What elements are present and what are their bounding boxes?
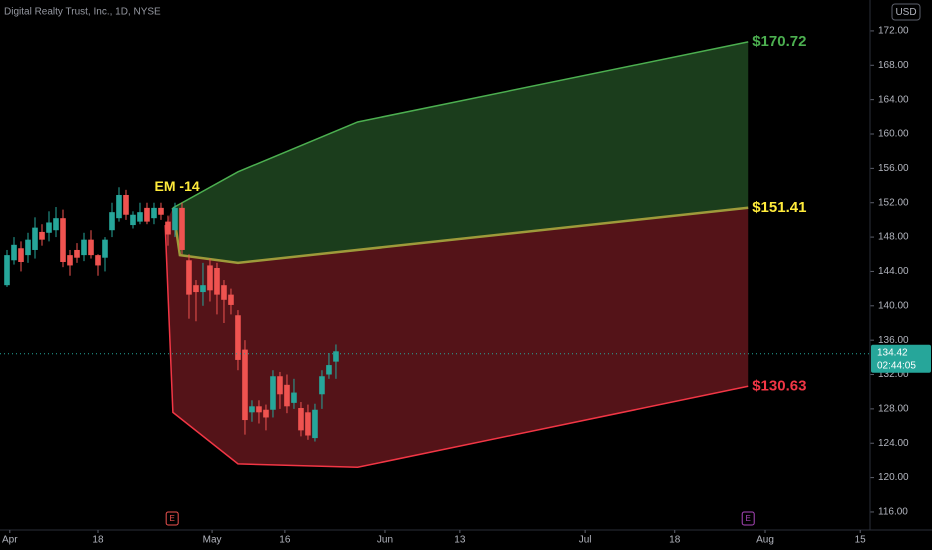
candle-body	[235, 315, 241, 360]
candle-body	[46, 222, 52, 233]
upper-band-fill	[172, 41, 749, 263]
x-tick-label: Jul	[579, 535, 592, 546]
candle-body	[291, 392, 297, 403]
lower-band-fill	[165, 207, 749, 468]
candle-body	[102, 239, 108, 258]
y-tick-label: 116.00	[878, 507, 908, 518]
y-tick-label: 144.00	[878, 266, 909, 277]
candle-body	[333, 351, 339, 362]
y-tick-label: 160.00	[878, 129, 909, 140]
y-tick-label: 132.00	[878, 369, 909, 380]
candle-body	[186, 260, 192, 295]
candle-body	[193, 285, 199, 293]
candle-body	[172, 207, 178, 231]
band-line	[172, 41, 749, 209]
candle-body	[319, 376, 325, 395]
y-tick-label: 168.00	[878, 60, 909, 71]
candle-body	[165, 221, 171, 235]
band-line	[171, 206, 749, 265]
candle-body	[312, 409, 318, 439]
candle-body	[18, 248, 24, 262]
candle-body	[95, 255, 101, 266]
earnings-label: E	[746, 514, 751, 523]
x-tick-label: Aug	[756, 535, 774, 546]
currency[interactable]: USD	[895, 7, 916, 18]
candle-body	[144, 207, 150, 222]
y-tick-label: 156.00	[878, 163, 909, 174]
last-price: 134.42	[877, 347, 908, 358]
candle-body	[53, 218, 59, 231]
candle-body	[109, 212, 115, 231]
candle-body	[305, 412, 311, 436]
candle-body	[88, 239, 94, 256]
candle-body	[249, 406, 255, 413]
candle-body	[130, 214, 136, 226]
candle-body	[60, 218, 66, 262]
y-tick-label: 152.00	[878, 197, 909, 208]
x-tick-label: 18	[92, 535, 104, 546]
x-tick-label: 18	[669, 535, 681, 546]
candle-body	[277, 376, 283, 395]
chart-title: Digital Realty Trust, Inc., 1D, NYSE	[4, 7, 161, 18]
candle-body	[214, 268, 220, 295]
candle-body	[74, 249, 80, 258]
candle-body	[116, 194, 122, 219]
candle-body	[263, 409, 269, 418]
band-line	[164, 225, 749, 469]
candle-body	[81, 239, 87, 256]
candle-body	[11, 244, 17, 261]
candle-body	[256, 406, 262, 413]
candle-body	[32, 227, 38, 250]
price-tag	[871, 344, 931, 373]
y-tick-label: 164.00	[878, 94, 909, 105]
y-tick-label: 148.00	[878, 232, 909, 243]
y-tick-label: 136.00	[878, 335, 909, 346]
x-tick-label: Jun	[377, 535, 393, 546]
candle-body	[4, 255, 10, 286]
countdown: 02:44:05	[877, 360, 916, 371]
candle-body	[39, 231, 45, 240]
candle-body	[326, 365, 332, 375]
plot-area: $170.72 $151.41 $130.63 EM -14	[4, 33, 806, 469]
band-label: $130.63	[752, 377, 806, 394]
candle-body	[298, 408, 304, 431]
x-tick-label: 16	[279, 535, 291, 546]
candle-body	[151, 207, 157, 219]
candle-body	[284, 384, 290, 407]
band-label: $151.41	[752, 199, 806, 216]
y-tick-label: 172.00	[878, 26, 909, 37]
candle-body	[221, 285, 227, 300]
y-tick-label: 120.00	[878, 472, 909, 483]
x-tick-label: May	[203, 535, 222, 546]
y-tick-label: 140.00	[878, 300, 909, 311]
x-tick-label: 15	[855, 535, 867, 546]
candle-body	[228, 294, 234, 305]
candle-body	[25, 239, 31, 256]
x-tick-label: 13	[454, 535, 466, 546]
candle-body	[200, 285, 206, 293]
earnings-label: E	[170, 514, 175, 523]
x-tick-label: Apr	[2, 535, 18, 546]
y-tick-label: 124.00	[878, 438, 909, 449]
earnings-marker	[165, 511, 179, 526]
candle-body	[158, 207, 164, 215]
candle-body	[207, 265, 213, 291]
candle-body	[67, 255, 73, 266]
candle-body	[179, 207, 185, 250]
candle-body	[242, 349, 248, 421]
currency-box[interactable]	[891, 3, 921, 21]
band-label: $170.72	[752, 33, 806, 50]
candle-body	[137, 212, 143, 222]
y-tick-label: 128.00	[878, 404, 909, 415]
annotation: EM -14	[155, 178, 200, 194]
candle-body	[123, 194, 129, 215]
earnings-marker	[741, 511, 755, 526]
candle-body	[270, 376, 276, 410]
